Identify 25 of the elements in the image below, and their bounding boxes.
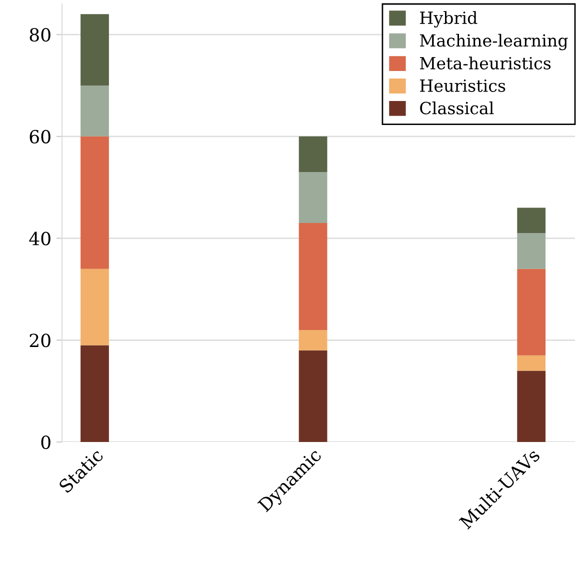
- legend-label: Machine-learning: [420, 34, 568, 50]
- legend-label: Hybrid: [420, 11, 478, 28]
- legend-label: Meta-heuristics: [420, 56, 551, 70]
- bar: [298, 350, 328, 442]
- legend-label: Classical: [420, 102, 494, 114]
- bar: [80, 136, 109, 269]
- y-tick-label: 60: [30, 130, 50, 144]
- bar: [80, 268, 109, 346]
- bar: [517, 268, 546, 356]
- bar: [80, 345, 109, 442]
- y-tick-label: 20: [30, 334, 50, 348]
- y-tick-label: 80: [30, 28, 50, 42]
- bar: [517, 208, 546, 234]
- bar: [298, 136, 328, 172]
- bar: [298, 172, 328, 223]
- bar: [517, 370, 546, 442]
- y-tick-label: 40: [29, 232, 50, 246]
- legend-label: Heuristics: [420, 79, 506, 92]
- bar: [80, 85, 109, 136]
- bar: [298, 330, 328, 350]
- bar: [517, 355, 546, 371]
- bar: [80, 14, 109, 86]
- y-tick-label: 0: [41, 435, 50, 450]
- bar: [298, 223, 328, 330]
- bar: [517, 233, 546, 269]
